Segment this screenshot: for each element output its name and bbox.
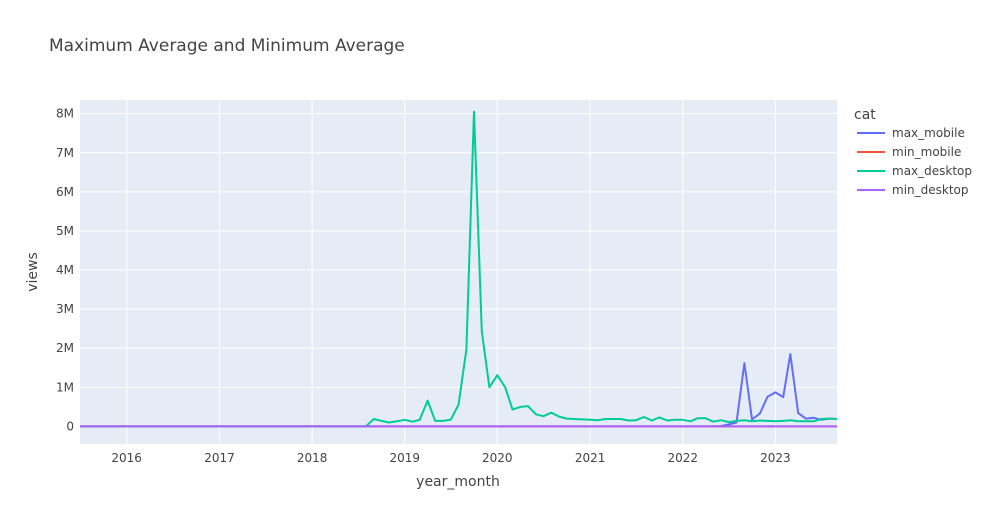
y-tick-label: 8M: [56, 107, 74, 121]
y-tick-label: 5M: [56, 224, 74, 238]
y-axis-title: views: [25, 252, 41, 292]
y-tick-label: 0: [66, 419, 74, 433]
x-axis-title: year_month: [416, 474, 500, 490]
y-tick-label: 7M: [56, 146, 74, 160]
legend: cat max_mobile min_mobile max_desktop min_d…: [854, 107, 972, 197]
legend-label[interactable]: min_mobile: [892, 145, 961, 159]
series-lines: [80, 110, 838, 428]
chart-title: Maximum Average and Minimum Average: [49, 36, 405, 56]
y-tick-label: 2M: [56, 341, 74, 355]
legend-title: cat: [854, 107, 876, 123]
x-tick-label: 2018: [297, 451, 328, 465]
x-tick-label: 2016: [111, 451, 142, 465]
y-axis-ticks: 0 1M 2M 3M 4M 5M 6M 7M 8M: [56, 107, 74, 434]
series-line-max-mobile: [80, 353, 838, 428]
x-tick-label: 2019: [389, 451, 420, 465]
x-tick-label: 2022: [667, 451, 698, 465]
y-tick-label: 1M: [56, 380, 74, 394]
grid-lines: [80, 100, 837, 444]
x-tick-label: 2017: [204, 451, 235, 465]
y-tick-label: 6M: [56, 185, 74, 199]
x-tick-label: 2023: [760, 451, 791, 465]
y-tick-label: 4M: [56, 263, 74, 277]
x-tick-label: 2021: [575, 451, 606, 465]
series-line-max-desktop: [80, 110, 838, 428]
legend-label[interactable]: max_desktop: [892, 164, 972, 178]
legend-label[interactable]: max_mobile: [892, 126, 965, 140]
plot-background: [80, 100, 837, 444]
x-tick-label: 2020: [482, 451, 513, 465]
y-tick-label: 3M: [56, 302, 74, 316]
x-axis-ticks: 2016 2017 2018 2019 2020 2021 2022 2023: [111, 451, 790, 465]
legend-label[interactable]: min_desktop: [892, 183, 969, 197]
